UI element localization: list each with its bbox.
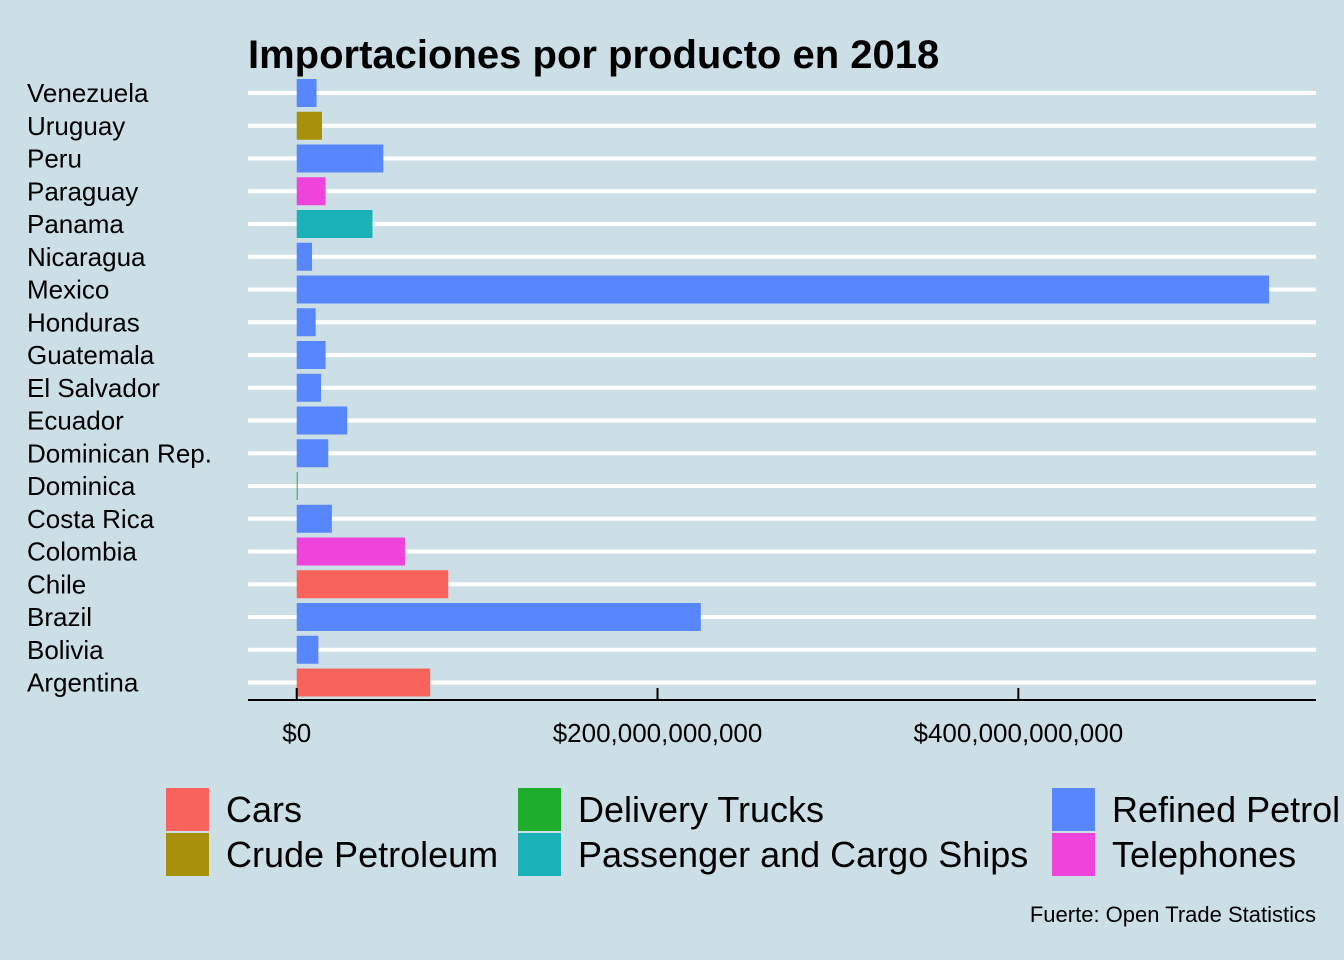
bar-peru (296, 144, 384, 173)
bar-ecuador (296, 406, 348, 435)
x-tick-label: $400,000,000,000 (914, 718, 1124, 748)
bar-dominican-rep- (296, 439, 329, 468)
gridlines (248, 91, 1316, 685)
y-tick-label: Colombia (27, 537, 137, 567)
y-tick-label: Brazil (27, 602, 92, 632)
bar-argentina (296, 668, 431, 697)
y-tick-label: Dominican Rep. (27, 438, 212, 468)
legend-swatch (166, 788, 209, 831)
bar-panama (296, 210, 373, 238)
bar-paraguay (296, 177, 326, 206)
bar-nicaragua (296, 242, 313, 271)
y-tick-label: Peru (27, 144, 82, 174)
legend-label: Refined Petrol (1112, 789, 1340, 830)
y-axis-labels: VenezuelaUruguayPeruParaguayPanamaNicara… (27, 78, 212, 698)
legend-label: Delivery Trucks (578, 789, 824, 830)
y-tick-label: Nicaragua (27, 242, 146, 272)
bar-bolivia (296, 635, 319, 664)
bar-honduras (296, 308, 316, 337)
y-tick-label: Honduras (27, 307, 140, 337)
bar-brazil (296, 603, 701, 631)
legend-swatch (166, 833, 209, 876)
legend-label: Passenger and Cargo Ships (578, 834, 1028, 875)
bar-dominica (296, 472, 298, 500)
y-tick-label: Mexico (27, 275, 109, 305)
legend-label: Crude Petroleum (226, 834, 498, 875)
x-tick-label: $0 (282, 718, 311, 748)
legend-swatch (518, 788, 561, 831)
legend-label: Cars (226, 789, 302, 830)
x-tick-label: $200,000,000,000 (553, 718, 763, 748)
bar-venezuela (296, 79, 317, 107)
chart-caption: Fuerte: Open Trade Statistics (1030, 902, 1316, 927)
y-tick-label: Costa Rica (27, 504, 155, 534)
legend-swatch (1052, 788, 1095, 831)
legend-label: Telephones (1112, 834, 1296, 875)
y-tick-label: Paraguay (27, 176, 138, 206)
y-tick-label: Argentina (27, 668, 139, 698)
bar-uruguay (296, 111, 322, 140)
y-tick-label: Venezuela (27, 78, 149, 108)
y-tick-label: Ecuador (27, 406, 124, 436)
bar-costa-rica (296, 504, 332, 533)
y-tick-label: Guatemala (27, 340, 155, 370)
y-tick-label: Panama (27, 209, 124, 239)
bar-el-salvador (296, 373, 322, 402)
legend-swatch (518, 833, 561, 876)
bar-mexico (296, 275, 1270, 304)
bar-guatemala (296, 341, 326, 369)
y-tick-label: El Salvador (27, 373, 160, 403)
y-tick-label: Bolivia (27, 635, 104, 665)
y-tick-label: Uruguay (27, 111, 125, 141)
bars (296, 79, 1270, 697)
y-tick-label: Chile (27, 569, 86, 599)
y-tick-label: Dominica (27, 471, 136, 501)
bar-colombia (296, 537, 405, 566)
x-axis: $0 $200,000,000,000 $400,000,000,000 (248, 688, 1316, 748)
legend-swatch (1052, 833, 1095, 876)
bar-chile (296, 570, 449, 599)
chart-title: Importaciones por producto en 2018 (248, 33, 939, 77)
